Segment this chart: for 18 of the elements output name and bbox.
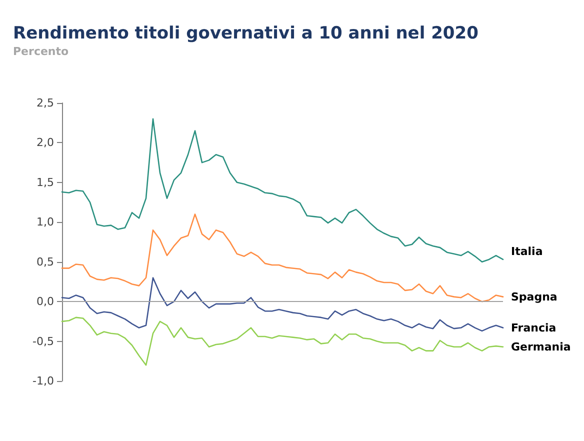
y-tick-label: -1,0 <box>32 374 54 388</box>
y-tick-label: 2,0 <box>36 136 54 150</box>
line-series <box>61 118 504 263</box>
series-label: Germania <box>511 340 571 354</box>
chart-subtitle: Percento <box>13 45 70 58</box>
line-series <box>61 214 504 302</box>
y-tick-label: 0,0 <box>36 295 54 308</box>
chart-title: Rendimento titoli governativi a 10 anni nel 2020 <box>13 24 479 44</box>
y-tick-label: 2,5 <box>36 96 54 110</box>
line-series <box>61 316 504 366</box>
series-label: Italia <box>511 244 543 258</box>
series-label: Spagna <box>511 290 558 304</box>
y-tick-label: -0,5 <box>32 334 54 348</box>
y-tick-label: 1,5 <box>36 176 54 189</box>
y-tick-label: 1,0 <box>36 216 54 229</box>
y-tick-label: 0,5 <box>36 255 54 268</box>
line-series <box>61 277 504 332</box>
series-label: Francia <box>511 321 556 334</box>
